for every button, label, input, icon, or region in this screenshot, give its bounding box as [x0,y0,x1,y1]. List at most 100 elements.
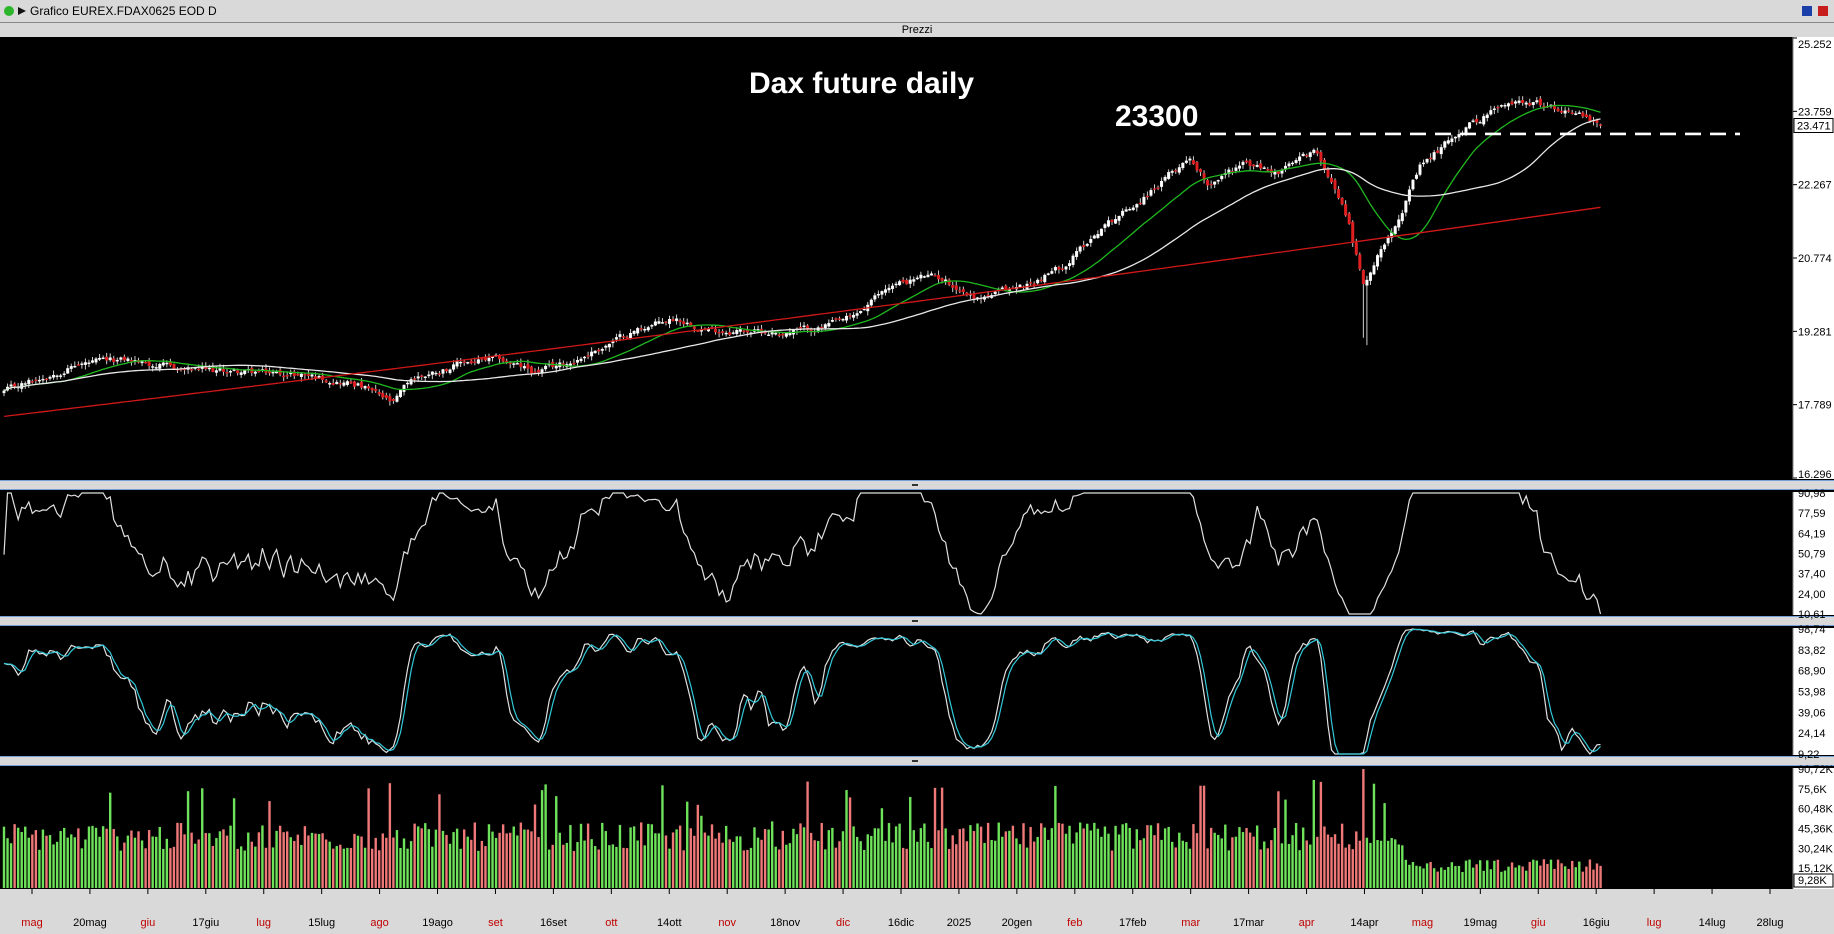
candle-body [62,373,66,375]
volume-bar [1429,861,1432,888]
window-title: Grafico EUREX.FDAX0625 EOD D [30,4,217,18]
candle-body [922,276,926,278]
window-menu-icon[interactable] [16,4,30,18]
volume-bar [1539,865,1542,888]
y-tick-label: 98,74 [1798,624,1826,636]
candle-body [296,373,300,376]
candle-body [1106,220,1110,227]
volume-bar [1156,823,1160,888]
volume-bar [962,828,965,888]
volume-bar [1078,822,1082,888]
volume-bar [1284,799,1287,888]
x-tick-label: mag [21,917,42,929]
volume-bar [1475,864,1478,888]
volume-bar [445,834,448,888]
candle-body [1468,122,1472,129]
candle-body [126,358,130,361]
candle-body [1457,134,1461,138]
candle-body [1329,177,1333,183]
volume-bar [1043,827,1046,888]
volume-bar [841,831,845,888]
candle-body [1453,136,1457,139]
candle-body [1213,181,1217,185]
volume-bar [1500,871,1503,888]
candle-body [1060,268,1064,270]
volume-bar [1468,859,1471,888]
candle-body [377,391,381,395]
candle-body [1099,228,1103,236]
candle-body [168,362,172,366]
volume-bar [247,832,250,888]
candle-body [476,359,480,364]
candle-body [544,365,548,370]
volume-bar [346,847,349,888]
volume-bar [215,838,218,888]
volume-bar [1330,837,1333,888]
candle-body [1195,162,1199,171]
volume-bar [98,836,101,888]
candle-body [367,386,371,389]
candle-body [806,325,810,330]
volume-bar [165,838,169,888]
volume-bar [1054,785,1057,888]
y-tick-label: 53,98 [1798,687,1826,699]
candle-body [1485,114,1489,118]
volume-bar [1532,859,1535,888]
candle-body [292,371,296,376]
candle-body [52,374,56,378]
volume-bar [1192,824,1195,888]
candle-body [1482,116,1486,125]
volume-bar [268,801,271,888]
close-icon[interactable] [1816,4,1830,18]
volume-bar [512,826,515,888]
volume-bar [441,830,445,888]
volume-bar [735,836,738,888]
volume-bar [494,837,498,888]
volume-bar [1574,867,1577,888]
volume-bar [1323,826,1326,888]
volume-bar [151,836,154,888]
candle-body [1216,180,1220,182]
volume-bar [463,829,466,888]
oscillator-line [3,492,1602,615]
candle-body [1117,216,1121,221]
candle-body [391,399,395,401]
candle-body [653,321,657,326]
candle-body [221,369,225,372]
candle-body [229,371,233,373]
volume-bar [732,841,735,888]
y-tick-label: 23.759 [1798,106,1832,118]
chart-title: Dax future daily [749,67,974,100]
candle-body [954,285,958,290]
volume-bar [795,834,799,888]
volume-bar [909,796,912,888]
candle-body [1149,190,1153,196]
volume-bar [1358,840,1362,888]
volume-bar [413,823,416,888]
volume-bar [317,834,321,888]
volume-bar [809,832,813,888]
volume-bar [884,840,887,888]
volume-bar [1305,840,1308,888]
volume-bar [438,794,441,888]
volume-bar [395,830,399,888]
candle-body [1266,169,1270,171]
candle-body [1319,151,1323,162]
x-tick-label: set [488,917,503,929]
volume-bar [1064,833,1068,888]
candle-body [646,327,650,331]
candle-body [862,308,866,311]
volume-bar [749,847,753,888]
candle-body [480,358,484,360]
volume-bar [944,828,947,888]
x-tick-label: 14lug [1699,917,1726,929]
x-tick-label: ago [370,917,388,929]
volume-bar [1259,849,1262,888]
y-axis-area [1793,492,1834,615]
last-volume-box [1793,873,1834,888]
volume-bar [951,835,954,888]
candle-body [384,395,388,398]
minimize-icon[interactable] [1800,4,1814,18]
candle-body [487,357,491,362]
